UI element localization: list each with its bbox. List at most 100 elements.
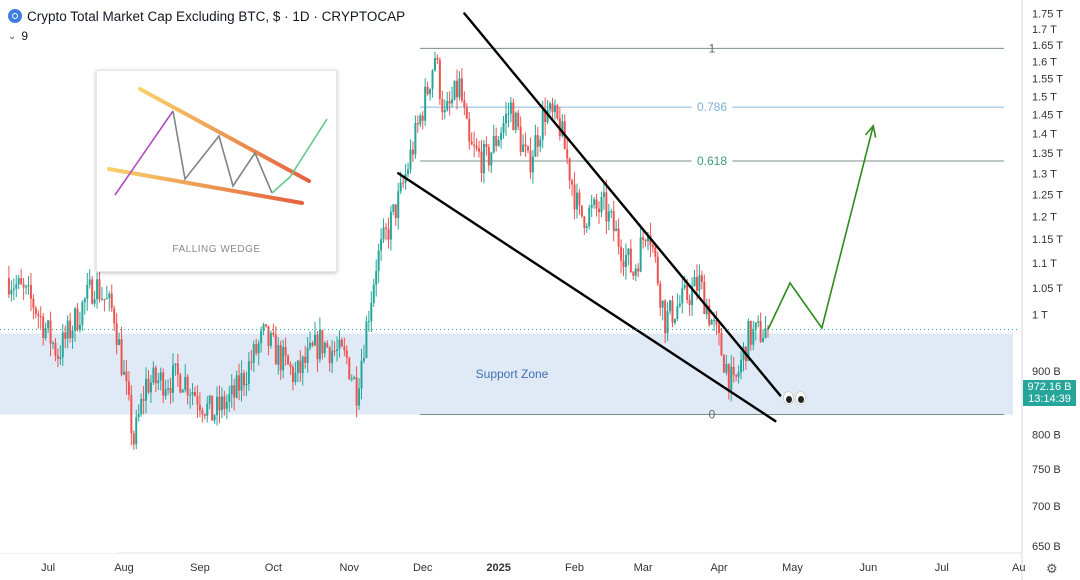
price-tick-label: 1.15 T [1032,234,1063,246]
candle-body [492,135,495,153]
candle-body [83,298,86,303]
candle-body [534,135,537,157]
candle-body [34,307,37,315]
candle-body [198,404,201,411]
candle-body [502,123,505,133]
candle-body [683,284,686,289]
candle-body [500,132,503,141]
candle-body [671,300,674,323]
candle-body [318,330,321,360]
time-tick-label: Nov [339,562,359,574]
fib-level-label: 0.618 [697,154,727,168]
price-tick-label: 1.25 T [1032,189,1063,201]
candle-body [607,211,610,222]
candle-body [10,289,13,295]
candle-body [490,152,493,166]
fib-label-bg [691,153,733,167]
candle-body [590,204,593,208]
candle-body [169,388,172,393]
candle-body [350,378,353,380]
candle-body [15,284,18,289]
candle-body [460,78,463,101]
candle-body [59,357,62,359]
candle-body [380,239,383,251]
crypto-logo-icon [8,9,22,23]
candle-body [39,315,42,317]
price-tick-label: 900 B [1032,366,1061,378]
candle-body [416,123,419,125]
candle-body [527,146,530,151]
candle-body [340,339,343,347]
candle-body [81,302,84,325]
candle-body [69,320,72,339]
price-tick-label: 1.45 T [1032,110,1063,122]
time-tick-label: 2025 [486,562,510,574]
candle-body [71,330,74,339]
last-price-tag: 972.16 B 13:14:39 [1023,380,1076,406]
candle-body [536,135,539,147]
candle-body [100,298,103,300]
gear-icon[interactable]: ⚙ [1046,561,1058,576]
candle-body [311,342,314,346]
time-tick-label: Mar [634,562,653,574]
candle-body [602,192,605,198]
candle-body [757,321,760,323]
bar-countdown: 13:14:39 [1028,393,1071,405]
candle-body [703,282,706,315]
candle-body [338,339,341,350]
candle-body [419,115,422,125]
candle-body [181,389,184,393]
candle-body [238,375,241,391]
candle-body [179,374,182,393]
candle-body [365,321,368,358]
candle-body [443,110,446,113]
candle-body [740,359,743,373]
candle-body [600,197,603,213]
candle-body [140,399,143,414]
price-tick-label: 1.3 T [1032,168,1057,180]
candle-body [162,372,165,396]
candle-body [44,328,47,338]
candle-body [274,334,277,365]
candle-body [235,375,238,398]
chevron-down-icon[interactable]: ⌄ [8,30,17,42]
candle-body [333,350,336,352]
eye-right [795,391,806,405]
candle-body [25,286,28,288]
candle-body [277,345,280,365]
candle-body [174,363,177,366]
eye-left [783,391,794,405]
time-tick-label: Jul [935,562,949,574]
price-tick-label: 1.6 T [1032,57,1057,69]
candle-body [86,284,89,299]
fib-level-label: 1 [709,41,716,55]
candle-body [247,361,250,384]
candle-body [473,144,476,146]
candle-body [742,346,745,360]
candle-body [517,112,520,127]
wedge-price-path [172,110,273,194]
candle-body [639,237,642,272]
candle-body [154,367,157,384]
support-zone-label: Support Zone [476,367,549,381]
falling-wedge-diagram [107,87,328,205]
wedge-upper-line [138,87,311,183]
candle-body [713,319,716,321]
candle-body [561,121,564,137]
chart-title[interactable]: Crypto Total Market Cap Excluding BTC, $… [27,8,406,24]
candle-body [211,395,214,421]
candle-body [296,360,299,373]
candle-body [189,394,192,396]
candle-body [328,347,331,364]
candle-body [646,235,649,242]
candle-body [284,346,287,356]
indicators-toggle[interactable]: ⌄ 9 [8,29,28,43]
candle-body [544,109,547,123]
candle-body [291,367,294,382]
candle-body [149,382,152,393]
candle-body [644,240,647,242]
candle-body [54,342,57,356]
candle-body [360,360,363,389]
candle-body [120,339,123,375]
